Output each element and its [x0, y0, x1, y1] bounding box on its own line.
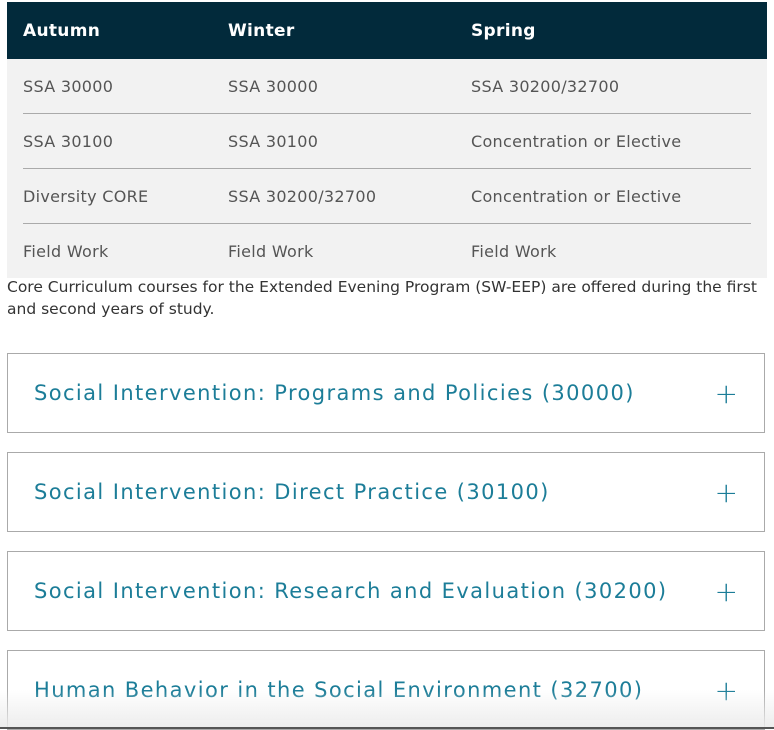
accordion-title: Social Intervention: Programs and Polici…: [34, 381, 635, 405]
plus-icon[interactable]: +: [714, 376, 738, 410]
accordion-title: Social Intervention: Direct Practice (30…: [34, 480, 550, 504]
cell: Field Work: [23, 241, 109, 261]
header-winter: Winter: [228, 20, 295, 41]
cell: SSA 30000: [23, 76, 114, 96]
cell: SSA 30100: [23, 131, 114, 151]
table-row: Diversity CORE SSA 30200/32700 Concentra…: [23, 169, 751, 224]
accordion-research-evaluation[interactable]: Social Intervention: Research and Evalua…: [7, 551, 765, 631]
header-spring: Spring: [471, 20, 536, 41]
table-row: Field Work Field Work Field Work: [23, 224, 751, 278]
accordion-direct-practice[interactable]: Social Intervention: Direct Practice (30…: [7, 452, 765, 532]
table-header: Autumn Winter Spring: [7, 2, 767, 59]
program-note: Core Curriculum courses for the Extended…: [7, 278, 757, 318]
header-autumn: Autumn: [23, 20, 101, 41]
cell: Concentration or Elective: [471, 131, 682, 151]
cell: SSA 30200/32700: [471, 76, 620, 96]
plus-icon[interactable]: +: [714, 673, 738, 707]
cell: SSA 30100: [228, 131, 319, 151]
accordion-title: Human Behavior in the Social Environment…: [34, 678, 644, 702]
cell: Field Work: [228, 241, 314, 261]
accordion-human-behavior[interactable]: Human Behavior in the Social Environment…: [7, 650, 765, 730]
accordion-programs-policies[interactable]: Social Intervention: Programs and Polici…: [7, 353, 765, 433]
cell: Field Work: [471, 241, 557, 261]
table-row: SSA 30100 SSA 30100 Concentration or Ele…: [23, 114, 751, 169]
plus-icon[interactable]: +: [714, 574, 738, 608]
bottom-divider: [0, 727, 774, 729]
table-row: SSA 30000 SSA 30000 SSA 30200/32700: [23, 59, 751, 114]
accordion-title: Social Intervention: Research and Evalua…: [34, 579, 668, 603]
cell: Concentration or Elective: [471, 186, 682, 206]
cell: SSA 30200/32700: [228, 186, 377, 206]
cell: SSA 30000: [228, 76, 319, 96]
cell: Diversity CORE: [23, 186, 149, 206]
curriculum-table: Autumn Winter Spring SSA 30000 SSA 30000…: [7, 2, 767, 278]
plus-icon[interactable]: +: [714, 475, 738, 509]
